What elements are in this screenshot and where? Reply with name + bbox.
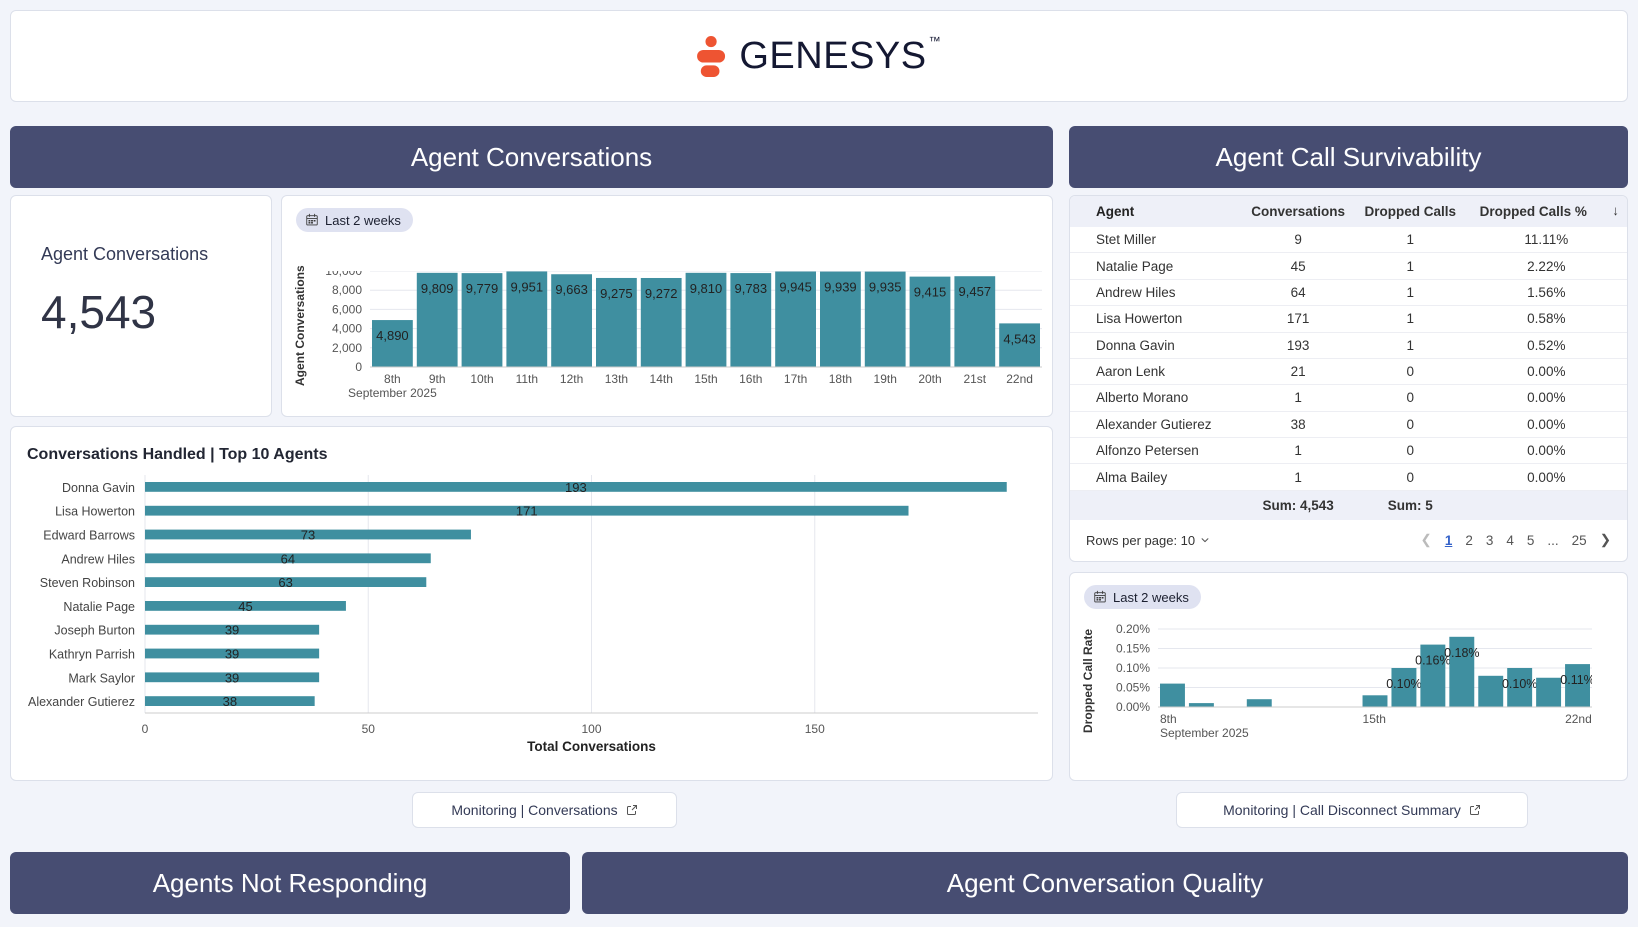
- svg-text:20th: 20th: [918, 372, 941, 386]
- svg-text:11th: 11th: [516, 372, 538, 386]
- svg-text:4,543: 4,543: [1003, 331, 1036, 346]
- svg-text:0.18%: 0.18%: [1444, 646, 1479, 660]
- svg-text:39: 39: [225, 647, 239, 662]
- svg-text:150: 150: [805, 722, 825, 736]
- svg-text:9,945: 9,945: [779, 280, 812, 295]
- svg-text:Kathryn Parrish: Kathryn Parrish: [49, 648, 135, 662]
- svg-text:8th: 8th: [384, 372, 401, 386]
- svg-text:10,000: 10,000: [325, 271, 362, 278]
- svg-text:9,783: 9,783: [735, 281, 768, 296]
- svg-text:8th: 8th: [1160, 712, 1177, 726]
- svg-text:39: 39: [225, 623, 239, 638]
- svg-text:Steven Robinson: Steven Robinson: [40, 576, 135, 590]
- svg-text:9,457: 9,457: [959, 284, 992, 299]
- svg-text:16th: 16th: [739, 372, 762, 386]
- svg-text:0.20%: 0.20%: [1116, 622, 1150, 636]
- svg-text:45: 45: [238, 599, 252, 614]
- svg-text:0: 0: [355, 360, 362, 374]
- svg-text:17th: 17th: [784, 372, 807, 386]
- svg-text:22nd: 22nd: [1565, 712, 1592, 726]
- svg-text:Andrew Hiles: Andrew Hiles: [61, 552, 135, 566]
- svg-text:0.10%: 0.10%: [1116, 661, 1150, 675]
- svg-text:Lisa Howerton: Lisa Howerton: [55, 505, 135, 519]
- svg-text:171: 171: [516, 504, 538, 519]
- svg-text:21st: 21st: [963, 372, 986, 386]
- svg-text:10th: 10th: [470, 372, 493, 386]
- svg-text:18th: 18th: [829, 372, 852, 386]
- svg-text:9,810: 9,810: [690, 281, 723, 296]
- svg-text:9th: 9th: [429, 372, 446, 386]
- svg-text:9,663: 9,663: [555, 282, 588, 297]
- svg-text:8,000: 8,000: [332, 283, 362, 297]
- svg-text:September 2025: September 2025: [1160, 726, 1249, 740]
- svg-text:15th: 15th: [694, 372, 717, 386]
- svg-text:9,809: 9,809: [421, 281, 454, 296]
- svg-text:9,275: 9,275: [600, 286, 633, 301]
- svg-text:4,000: 4,000: [332, 322, 362, 336]
- svg-text:Total Conversations: Total Conversations: [527, 739, 656, 753]
- svg-text:9,415: 9,415: [914, 285, 947, 300]
- svg-text:September 2025: September 2025: [348, 386, 437, 400]
- svg-text:0.11%: 0.11%: [1560, 673, 1592, 687]
- svg-text:9,272: 9,272: [645, 286, 678, 301]
- svg-text:100: 100: [581, 722, 601, 736]
- svg-text:2,000: 2,000: [332, 341, 362, 355]
- svg-text:9,951: 9,951: [511, 279, 544, 294]
- svg-text:193: 193: [565, 480, 587, 495]
- svg-text:38: 38: [223, 694, 237, 709]
- svg-text:63: 63: [278, 575, 292, 590]
- svg-text:0.00%: 0.00%: [1116, 700, 1150, 714]
- svg-text:73: 73: [301, 528, 315, 543]
- svg-text:0: 0: [142, 722, 149, 736]
- svg-text:0.10%: 0.10%: [1502, 677, 1537, 691]
- svg-text:Joseph Burton: Joseph Burton: [54, 624, 135, 638]
- svg-text:12th: 12th: [560, 372, 583, 386]
- svg-text:9,935: 9,935: [869, 280, 902, 295]
- svg-text:64: 64: [281, 551, 295, 566]
- svg-text:0.05%: 0.05%: [1116, 681, 1150, 695]
- svg-text:Alexander Gutierez: Alexander Gutierez: [28, 695, 135, 709]
- svg-text:15th: 15th: [1363, 712, 1386, 726]
- svg-text:Natalie Page: Natalie Page: [63, 600, 135, 614]
- svg-text:0.15%: 0.15%: [1116, 642, 1150, 656]
- svg-text:39: 39: [225, 670, 239, 685]
- svg-text:9,939: 9,939: [824, 280, 857, 295]
- svg-text:0.10%: 0.10%: [1386, 677, 1421, 691]
- svg-text:14th: 14th: [650, 372, 673, 386]
- svg-text:50: 50: [362, 722, 376, 736]
- svg-text:Mark Saylor: Mark Saylor: [68, 671, 135, 685]
- svg-text:13th: 13th: [605, 372, 628, 386]
- svg-text:9,779: 9,779: [466, 281, 499, 296]
- svg-text:19th: 19th: [874, 372, 897, 386]
- svg-text:4,890: 4,890: [376, 328, 409, 343]
- svg-text:6,000: 6,000: [332, 302, 362, 316]
- svg-text:Donna Gavin: Donna Gavin: [62, 481, 135, 495]
- svg-text:Edward Barrows: Edward Barrows: [43, 529, 135, 543]
- svg-text:22nd: 22nd: [1006, 372, 1033, 386]
